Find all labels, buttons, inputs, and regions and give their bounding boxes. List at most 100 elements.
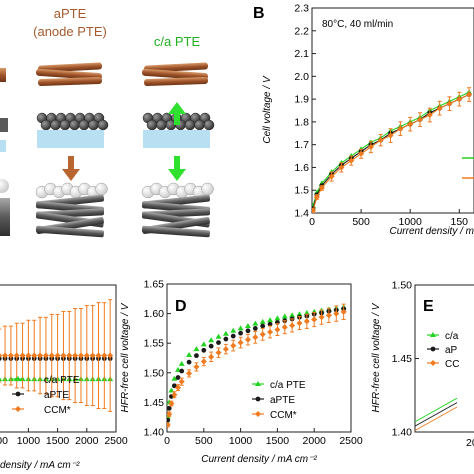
data-point: [397, 125, 404, 132]
y-axis-title: Cell voltage / V: [262, 75, 273, 144]
legend-marker: [255, 411, 261, 417]
schematic-panel: aPTE (anode PTE) c/a PTE: [0, 6, 215, 238]
cathode-particle: [95, 182, 108, 196]
data-point: [237, 339, 244, 346]
plot-area: [167, 303, 347, 428]
data-point: [267, 317, 274, 323]
data-point: [208, 353, 215, 360]
data-point: [0, 353, 3, 358]
legend-marker: [15, 376, 21, 381]
data-point: [194, 353, 199, 359]
data-point: [296, 320, 303, 327]
legend-label: c/a PTE: [270, 380, 306, 391]
data-point: [167, 421, 171, 428]
data-point: [377, 137, 384, 144]
data-point: [31, 352, 38, 359]
data-point: [358, 150, 365, 157]
data-point: [259, 331, 266, 338]
x-tick-label: 1500: [46, 435, 70, 447]
data-point: [333, 310, 340, 317]
data-point: [66, 352, 73, 359]
data-point: [230, 327, 237, 333]
data-point: [179, 368, 185, 374]
data-point: [313, 194, 320, 201]
capte-title: c/a PTE: [154, 34, 201, 49]
x-tick-label: 500: [0, 435, 8, 447]
data-point: [223, 336, 229, 342]
x-tick-label: 500: [195, 435, 213, 447]
data-point: [208, 343, 214, 349]
y-tick-label: 1.60: [144, 308, 165, 320]
data-point: [417, 116, 423, 123]
data-point: [171, 375, 178, 381]
data-point: [281, 324, 288, 331]
catalyst-particle: [156, 119, 167, 131]
data-point: [186, 359, 192, 365]
catalyst-particle: [40, 119, 52, 131]
cathode-particle: [201, 182, 214, 196]
catalyst-particle: [88, 119, 99, 131]
data-point: [303, 318, 310, 325]
data-point: [252, 334, 259, 341]
data-point: [37, 352, 44, 359]
cropped-left-stack: [0, 68, 10, 236]
data-point: [0, 377, 3, 382]
plot-area: [415, 397, 458, 431]
data-point: [237, 325, 244, 331]
y-tick-label: 1.8: [294, 116, 309, 128]
data-point: [167, 405, 172, 411]
data-point: [25, 352, 32, 359]
data-point: [7, 352, 14, 359]
series-line-black: [415, 402, 458, 427]
data-point: [387, 132, 394, 139]
legend-label: c/a PTE: [44, 375, 80, 386]
data-point: [244, 336, 251, 343]
data-point: [260, 323, 266, 329]
data-point: [72, 352, 79, 359]
data-point: [83, 352, 90, 359]
series-line-green: [312, 91, 470, 207]
x-tick-label: 20: [466, 437, 474, 449]
data-point: [274, 326, 281, 333]
data-point: [318, 314, 325, 321]
legend-label: CCM*: [270, 410, 297, 421]
x-axis-title: Current density / mA cm⁻²: [201, 454, 317, 465]
data-point: [244, 323, 251, 329]
data-point: [259, 318, 266, 324]
catalyst-particle: [146, 119, 158, 131]
capte-catalyst-layer: [142, 112, 215, 131]
data-point: [318, 184, 325, 191]
apte-catalyst-layer: [36, 112, 109, 131]
legend-marker: [255, 381, 261, 386]
data-point: [54, 352, 61, 359]
x-tick-label: 0: [309, 216, 315, 228]
data-point: [328, 173, 335, 180]
data-point: [252, 320, 259, 326]
catalyst-particle: [59, 119, 71, 131]
data-point: [367, 143, 374, 150]
data-point: [89, 352, 96, 359]
x-tick-label: 0: [164, 435, 170, 447]
x-tick-label: 1000: [399, 216, 423, 228]
data-point: [60, 352, 67, 359]
data-point: [446, 100, 453, 107]
capte-down-arrow: [168, 156, 186, 181]
data-point: [325, 312, 332, 319]
y-tick-label: 1.45: [144, 397, 165, 409]
y-tick-label: 1.65: [144, 279, 165, 291]
data-point: [186, 352, 193, 358]
data-point: [238, 330, 244, 336]
catalyst-particle: [184, 119, 196, 131]
data-point: [193, 363, 200, 370]
apte-title: aPTE: [54, 6, 87, 21]
y-tick-label: 1.5: [294, 185, 309, 197]
y-tick-label: 2.0: [294, 71, 309, 83]
legend-label: CCM*: [44, 405, 71, 416]
y-tick-label: 2.3: [294, 3, 309, 15]
apte-cathode-stack: [35, 182, 108, 238]
data-point: [222, 330, 229, 336]
legend-label: c/a: [445, 331, 459, 342]
legend-marker: [15, 406, 21, 412]
x-axis-title: Current density / m: [390, 226, 474, 237]
data-point: [175, 384, 182, 391]
